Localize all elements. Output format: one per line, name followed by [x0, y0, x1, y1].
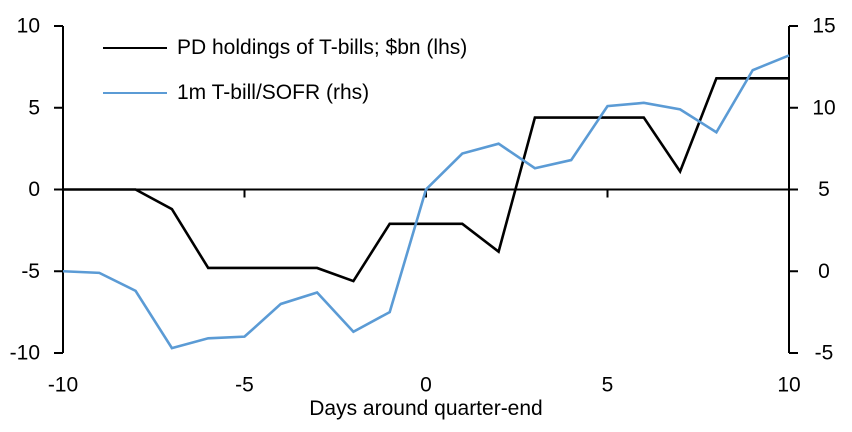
legend-label: 1m T-bill/SOFR (rhs)	[177, 81, 370, 104]
legend-line-sample-black	[103, 46, 167, 49]
right-axis-tick-label: -5	[815, 342, 834, 365]
x-axis-tick-label: 0	[420, 374, 432, 397]
left-axis-tick-label: 0	[28, 178, 40, 201]
legend-line-sample-blue	[103, 91, 167, 94]
right-axis-tick-label: 10	[812, 96, 835, 119]
x-axis-tick-label: -10	[48, 374, 78, 397]
left-axis-tick-label: -5	[21, 260, 40, 283]
series-line-pd-holdings	[63, 77, 789, 283]
legend: PD holdings of T-bills; $bn (lhs) 1m T-b…	[103, 25, 467, 115]
left-axis-tick-label: 5	[28, 96, 40, 119]
left-axis-tick-label: -10	[10, 342, 40, 365]
right-axis-tick-label: 5	[818, 178, 830, 201]
x-axis-title: Days around quarter-end	[309, 397, 543, 420]
legend-item-pd-holdings: PD holdings of T-bills; $bn (lhs)	[103, 25, 467, 70]
x-axis-tick-label: 10	[777, 374, 800, 397]
left-axis-tick-label: 10	[17, 15, 40, 38]
legend-label: PD holdings of T-bills; $bn (lhs)	[177, 36, 468, 59]
series-line-tbill-sofr	[62, 54, 790, 350]
legend-item-tbill-sofr: 1m T-bill/SOFR (rhs)	[103, 70, 467, 115]
right-axis-tick-label: 0	[818, 260, 830, 283]
x-axis-tick-label: -5	[235, 374, 254, 397]
right-axis-tick-label: 15	[812, 15, 835, 38]
x-axis-tick-label: 5	[602, 374, 614, 397]
